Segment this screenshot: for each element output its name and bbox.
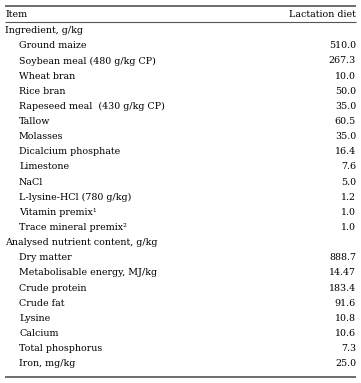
Text: Rapeseed meal  (430 g/kg CP): Rapeseed meal (430 g/kg CP) [19, 102, 165, 111]
Text: L-lysine-HCl (780 g/kg): L-lysine-HCl (780 g/kg) [19, 193, 131, 202]
Text: 888.7: 888.7 [329, 253, 356, 262]
Text: 60.5: 60.5 [335, 117, 356, 126]
Text: Lactation diet: Lactation diet [289, 10, 356, 19]
Text: Analysed nutrient content, g/kg: Analysed nutrient content, g/kg [5, 238, 157, 247]
Text: 1.0: 1.0 [341, 208, 356, 217]
Text: 25.0: 25.0 [335, 359, 356, 368]
Text: 91.6: 91.6 [335, 299, 356, 308]
Text: 16.4: 16.4 [335, 147, 356, 156]
Text: Molasses: Molasses [19, 132, 64, 141]
Text: 50.0: 50.0 [335, 87, 356, 96]
Text: 14.47: 14.47 [329, 268, 356, 277]
Text: Trace mineral premix²: Trace mineral premix² [19, 223, 127, 232]
Text: Ground maize: Ground maize [19, 41, 87, 50]
Text: Limestone: Limestone [19, 162, 69, 172]
Text: Soybean meal (480 g/kg CP): Soybean meal (480 g/kg CP) [19, 56, 156, 65]
Text: Ingredient, g/kg: Ingredient, g/kg [5, 26, 83, 35]
Text: Iron, mg/kg: Iron, mg/kg [19, 359, 75, 368]
Text: Rice bran: Rice bran [19, 87, 65, 96]
Text: 267.3: 267.3 [329, 56, 356, 65]
Text: 5.0: 5.0 [341, 178, 356, 187]
Text: Crude protein: Crude protein [19, 283, 87, 293]
Text: 7.3: 7.3 [341, 344, 356, 353]
Text: 1.0: 1.0 [341, 223, 356, 232]
Text: Vitamin premix¹: Vitamin premix¹ [19, 208, 97, 217]
Text: 10.0: 10.0 [335, 72, 356, 80]
Text: 10.6: 10.6 [335, 329, 356, 338]
Text: 10.8: 10.8 [335, 314, 356, 323]
Text: Crude fat: Crude fat [19, 299, 65, 308]
Text: Wheat bran: Wheat bran [19, 72, 75, 80]
Text: 183.4: 183.4 [329, 283, 356, 293]
Text: Total phosphorus: Total phosphorus [19, 344, 102, 353]
Text: 7.6: 7.6 [341, 162, 356, 172]
Text: 35.0: 35.0 [335, 102, 356, 111]
Text: NaCl: NaCl [19, 178, 43, 187]
Text: 510.0: 510.0 [329, 41, 356, 50]
Text: Tallow: Tallow [19, 117, 51, 126]
Text: 35.0: 35.0 [335, 132, 356, 141]
Text: Dry matter: Dry matter [19, 253, 71, 262]
Text: Calcium: Calcium [19, 329, 58, 338]
Text: Dicalcium phosphate: Dicalcium phosphate [19, 147, 120, 156]
Text: Metabolisable energy, MJ/kg: Metabolisable energy, MJ/kg [19, 268, 157, 277]
Text: 1.2: 1.2 [341, 193, 356, 202]
Text: Lysine: Lysine [19, 314, 50, 323]
Text: Item: Item [5, 10, 27, 19]
